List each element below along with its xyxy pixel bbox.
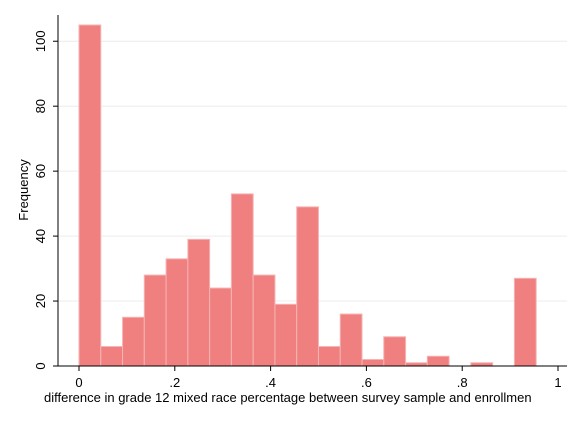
x-tick-label-0: 0 — [75, 375, 82, 390]
histogram-bar-3 — [143, 274, 167, 367]
x-tick-label-4: .8 — [457, 375, 468, 390]
y-tick-label-3: 60 — [33, 164, 48, 178]
histogram-bar-20 — [513, 277, 537, 367]
x-tick-label-1: .2 — [169, 375, 180, 390]
y-axis-title: Frequency — [16, 159, 31, 221]
x-axis-ticks: 0 .2 .4 .6 .8 1 — [75, 366, 562, 390]
histogram-bar-5 — [187, 238, 211, 367]
x-tick-label-5: 1 — [554, 375, 561, 390]
y-tick-label-5: 100 — [33, 30, 48, 52]
y-tick-label-2: 40 — [33, 229, 48, 243]
y-tick-label-1: 20 — [33, 294, 48, 308]
histogram-bar-4 — [165, 258, 189, 367]
histogram-bar-1 — [100, 346, 124, 367]
histogram-bar-7 — [230, 193, 254, 367]
histogram-bar-14 — [383, 336, 407, 367]
histogram-bar-12 — [339, 313, 363, 367]
y-tick-label-4: 80 — [33, 99, 48, 113]
x-axis-title: difference in grade 12 mixed race percen… — [44, 390, 532, 405]
x-tick-label-2: .4 — [265, 375, 276, 390]
histogram-bar-13 — [361, 359, 385, 367]
histogram-bar-9 — [274, 303, 298, 367]
histogram-bar-16 — [426, 355, 450, 367]
histogram-bar-2 — [122, 316, 145, 367]
y-tick-label-0: 0 — [33, 362, 48, 369]
histogram-bar-0 — [78, 24, 102, 367]
histogram-bar-6 — [209, 287, 232, 367]
grid-lines — [59, 40, 567, 302]
histogram-bar-11 — [317, 346, 341, 367]
x-tick-label-3: .6 — [361, 375, 372, 390]
y-axis-ticks: 0 20 40 60 80 100 — [33, 30, 58, 370]
histogram-bars — [78, 24, 537, 367]
histogram-bar-10 — [296, 206, 319, 367]
histogram-bar-8 — [252, 274, 276, 367]
